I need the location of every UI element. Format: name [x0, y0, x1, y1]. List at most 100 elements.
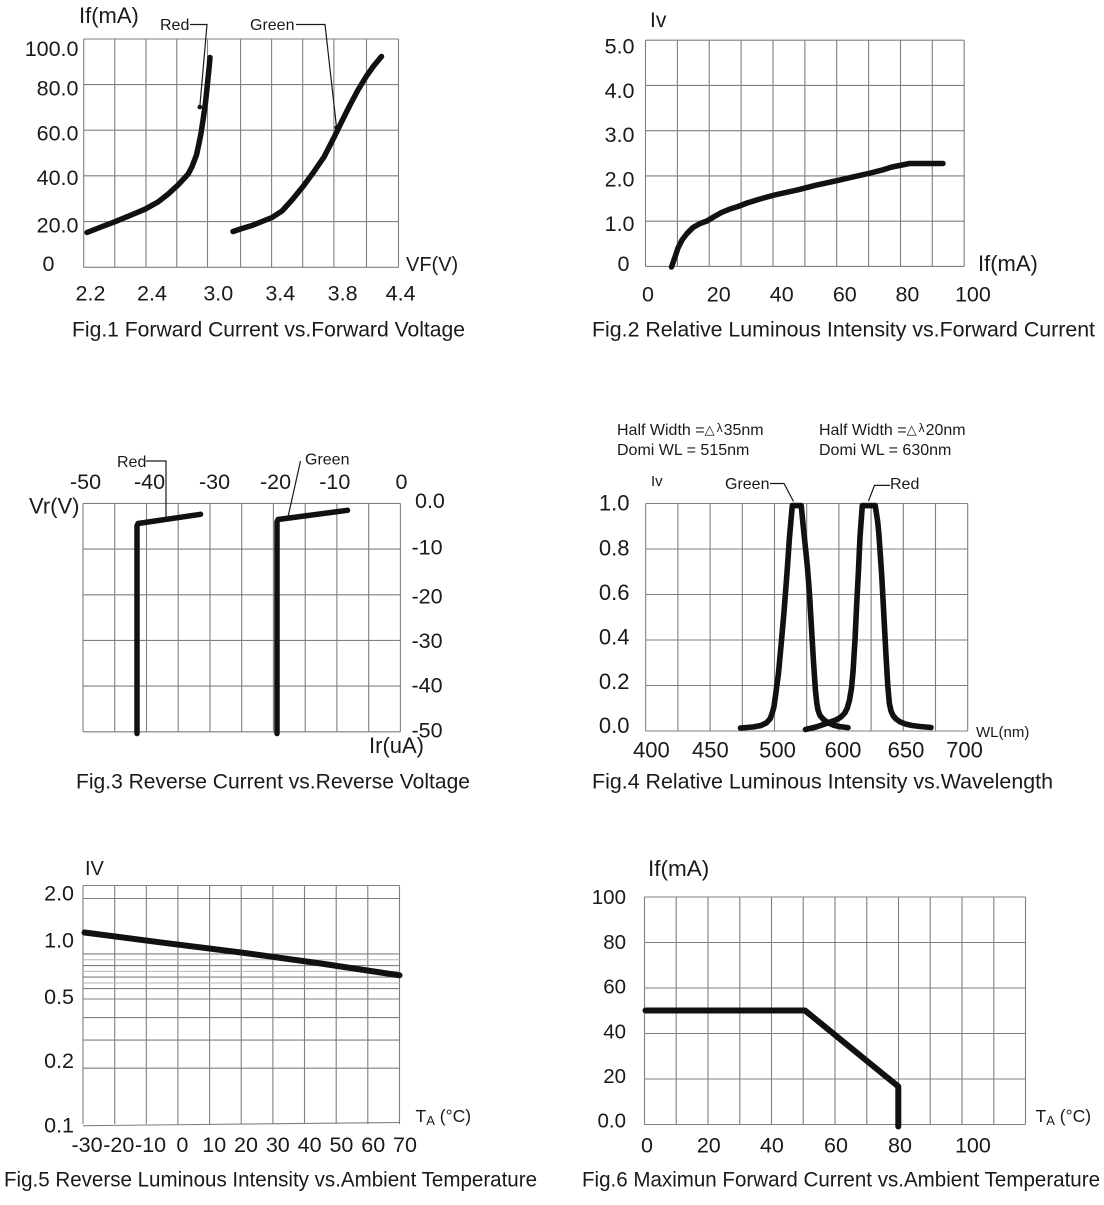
svg-text:Vr(V): Vr(V) — [29, 494, 80, 519]
svg-text:20: 20 — [697, 1134, 721, 1158]
svg-text:500: 500 — [759, 738, 796, 763]
svg-text:-10: -10 — [319, 470, 350, 494]
svg-text:Red: Red — [160, 17, 189, 34]
svg-text:0.2: 0.2 — [44, 1049, 74, 1073]
svg-text:Green: Green — [725, 476, 769, 493]
svg-text:40: 40 — [603, 1020, 626, 1043]
svg-text:100: 100 — [592, 886, 626, 909]
svg-text:TA (°C): TA (°C) — [1036, 1106, 1092, 1128]
svg-text:0.0: 0.0 — [598, 1110, 627, 1133]
svg-text:600: 600 — [825, 738, 862, 763]
svg-text:-30: -30 — [412, 629, 443, 653]
svg-text:100.0: 100.0 — [25, 37, 79, 61]
svg-text:20: 20 — [603, 1065, 626, 1088]
svg-text:-40: -40 — [134, 470, 165, 494]
svg-text:-50: -50 — [412, 719, 443, 743]
svg-text:If(mA): If(mA) — [648, 856, 709, 881]
svg-text:20: 20 — [707, 283, 731, 307]
svg-text:1.0: 1.0 — [599, 491, 630, 516]
svg-text:Fig.5 Reverse Luminous Intensi: Fig.5 Reverse Luminous Intensity vs.Ambi… — [4, 1168, 537, 1192]
svg-text:0: 0 — [618, 252, 630, 276]
svg-text:VF(V): VF(V) — [406, 254, 458, 276]
svg-text:60.0: 60.0 — [37, 122, 79, 146]
svg-text:WL(nm): WL(nm) — [976, 724, 1029, 741]
svg-text:Domi WL = 515nm: Domi WL = 515nm — [617, 442, 749, 459]
svg-text:2.2: 2.2 — [76, 282, 106, 306]
svg-text:Domi WL = 630nm: Domi WL = 630nm — [819, 442, 951, 459]
svg-text:80: 80 — [603, 931, 626, 954]
svg-text:2.4: 2.4 — [137, 282, 167, 306]
svg-text:Half Width =△λ20nm: Half Width =△ λ20nm — [819, 421, 966, 439]
svg-text:80: 80 — [888, 1134, 912, 1158]
svg-text:Iv: Iv — [650, 9, 667, 32]
svg-text:50: 50 — [329, 1133, 353, 1157]
svg-text:3.0: 3.0 — [203, 282, 233, 306]
svg-text:1.0: 1.0 — [44, 929, 74, 953]
svg-text:-20: -20 — [260, 470, 291, 494]
svg-text:100: 100 — [955, 1134, 991, 1158]
svg-text:-30: -30 — [71, 1133, 102, 1157]
svg-text:2.0: 2.0 — [44, 882, 74, 906]
svg-text:Red: Red — [117, 454, 146, 471]
svg-text:Green: Green — [250, 17, 294, 34]
svg-text:0: 0 — [641, 1134, 653, 1158]
svg-text:10: 10 — [202, 1133, 226, 1157]
svg-text:0: 0 — [43, 252, 55, 276]
svg-text:Fig.2 Relative Luminous Intens: Fig.2 Relative Luminous Intensity vs.For… — [592, 318, 1095, 342]
svg-text:Green: Green — [305, 452, 349, 469]
svg-text:80.0: 80.0 — [37, 77, 79, 101]
svg-text:4.0: 4.0 — [605, 79, 635, 103]
svg-text:-10: -10 — [412, 536, 443, 560]
svg-text:450: 450 — [692, 738, 729, 763]
svg-text:If(mA): If(mA) — [79, 3, 139, 28]
svg-text:Fig.6 Maximun Forward Current: Fig.6 Maximun Forward Current vs.Ambient… — [582, 1168, 1100, 1192]
svg-text:Red: Red — [890, 476, 919, 493]
svg-text:30: 30 — [266, 1133, 290, 1157]
svg-text:Half Width =△λ35nm: Half Width =△ λ35nm — [617, 421, 764, 439]
svg-text:3.4: 3.4 — [265, 282, 295, 306]
svg-text:5.0: 5.0 — [605, 34, 635, 58]
svg-text:40: 40 — [298, 1133, 322, 1157]
svg-text:0.0: 0.0 — [599, 713, 630, 738]
svg-text:-40: -40 — [412, 673, 443, 697]
svg-text:Iv: Iv — [651, 473, 663, 490]
svg-text:20.0: 20.0 — [37, 214, 79, 238]
svg-text:Fig.4 Relative Luminous Intens: Fig.4 Relative Luminous Intensity vs.Wav… — [592, 770, 1053, 794]
svg-text:1.0: 1.0 — [605, 212, 635, 236]
svg-text:3.0: 3.0 — [605, 123, 635, 147]
svg-text:20: 20 — [234, 1133, 258, 1157]
svg-text:40: 40 — [770, 283, 794, 307]
svg-text:0: 0 — [396, 470, 408, 494]
svg-text:650: 650 — [888, 738, 925, 763]
svg-text:-50: -50 — [70, 470, 101, 494]
svg-text:40: 40 — [760, 1134, 784, 1158]
svg-text:2.0: 2.0 — [605, 168, 635, 192]
svg-text:-20: -20 — [412, 585, 443, 609]
svg-text:700: 700 — [946, 738, 983, 763]
svg-text:400: 400 — [633, 738, 670, 763]
svg-text:60: 60 — [603, 976, 626, 999]
svg-text:40.0: 40.0 — [37, 166, 79, 190]
svg-text:0.6: 0.6 — [599, 580, 630, 605]
svg-text:80: 80 — [895, 283, 919, 307]
svg-text:-30: -30 — [199, 470, 230, 494]
svg-text:0.1: 0.1 — [44, 1113, 74, 1137]
svg-text:TA (°C): TA (°C) — [416, 1106, 472, 1128]
svg-text:Ir(uA): Ir(uA) — [369, 733, 424, 758]
svg-text:60: 60 — [824, 1134, 848, 1158]
svg-text:If(mA): If(mA) — [978, 251, 1038, 276]
svg-text:4.4: 4.4 — [386, 282, 416, 306]
svg-text:3.8: 3.8 — [328, 282, 358, 306]
svg-text:0.5: 0.5 — [44, 985, 74, 1009]
svg-text:Fig.3 Reverse Current vs.Rever: Fig.3 Reverse Current vs.Reverse Voltage — [76, 770, 470, 794]
svg-text:IV: IV — [85, 858, 105, 880]
svg-text:-20: -20 — [103, 1133, 134, 1157]
svg-text:0.0: 0.0 — [415, 489, 445, 513]
svg-text:0.2: 0.2 — [599, 669, 630, 694]
svg-text:-10: -10 — [135, 1133, 166, 1157]
svg-text:Fig.1 Forward Current vs.Forwa: Fig.1 Forward Current vs.Forward Voltage — [72, 318, 465, 342]
svg-text:60: 60 — [833, 283, 857, 307]
svg-text:0.8: 0.8 — [599, 536, 630, 561]
svg-text:70: 70 — [393, 1133, 417, 1157]
svg-text:0: 0 — [176, 1133, 188, 1157]
